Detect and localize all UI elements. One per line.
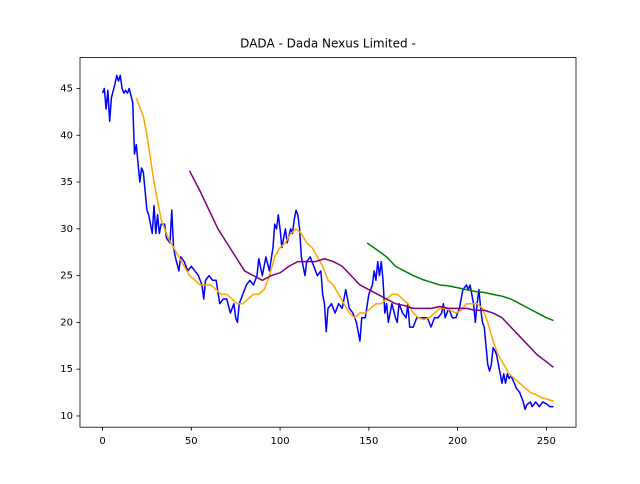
y-tick-label: 20	[60, 317, 73, 328]
chart-title: DADA - Dada Nexus Limited -	[240, 37, 416, 51]
x-tick-label: 200	[448, 436, 467, 447]
price-line	[101, 74, 554, 411]
y-tick-label: 10	[60, 411, 73, 422]
x-tick-label: 150	[359, 436, 378, 447]
x-tick-label: 0	[99, 436, 105, 447]
y-tick-label: 45	[60, 83, 73, 94]
x-tick-label: 250	[537, 436, 556, 447]
plot-frame	[79, 57, 577, 428]
y-tick-label: 15	[60, 364, 73, 375]
price-line	[135, 97, 554, 402]
y-tick-label: 35	[60, 177, 73, 188]
x-tick-label: 100	[271, 436, 290, 447]
y-tick-label: 40	[60, 130, 73, 141]
x-tick-label: 50	[185, 436, 198, 447]
price-line	[366, 242, 554, 322]
price-line	[188, 170, 554, 368]
y-tick-label: 25	[60, 271, 73, 282]
y-tick-label: 30	[60, 224, 73, 235]
